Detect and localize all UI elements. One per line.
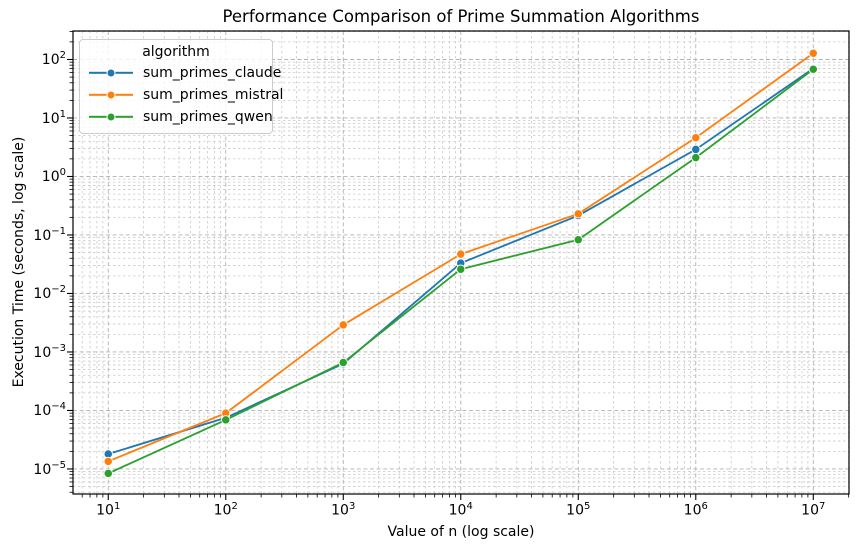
chart-title: Performance Comparison of Prime Summatio… [222, 7, 700, 26]
data-point-sum_primes_qwen [456, 264, 466, 274]
legend: algorithm sum_primes_claude sum_primes_mi… [79, 39, 283, 134]
y-tick-label: 10−2 [33, 284, 66, 303]
x-tick-label: 104 [448, 501, 473, 519]
legend-label: sum_primes_claude [143, 65, 282, 81]
data-point-sum_primes_qwen [103, 468, 113, 479]
x-tick-label: 107 [801, 501, 826, 519]
legend-item-sum_primes_qwen: sum_primes_qwen [80, 106, 273, 128]
data-point-sum_primes_qwen [573, 235, 583, 245]
plot-border [72, 30, 850, 495]
data-point-sum_primes_mistral [338, 320, 348, 330]
series-sum_primes_qwen [103, 64, 818, 479]
series-sum_primes_mistral [103, 48, 818, 466]
y-tick-label: 10−3 [33, 343, 66, 361]
data-point-sum_primes_mistral [573, 209, 583, 219]
y-tick-label: 10−5 [33, 460, 66, 478]
legend-item-sum_primes_claude: sum_primes_claude [80, 62, 281, 84]
y-axis-label: Execution Time (seconds, log scale) [11, 136, 27, 388]
legend-marker-icon [89, 68, 133, 78]
legend-title: algorithm [142, 44, 210, 60]
legend-marker-icon [89, 90, 133, 100]
data-point-sum_primes_mistral [808, 48, 818, 58]
data-point-sum_primes_qwen [221, 415, 231, 425]
x-tick-label: 105 [566, 501, 591, 519]
axes [67, 30, 850, 500]
x-axis-label: Value of n (log scale) [387, 524, 535, 540]
series-group [103, 48, 818, 479]
legend-label: sum_primes_qwen [143, 109, 273, 125]
legend-item-sum_primes_mistral: sum_primes_mistral [80, 84, 283, 106]
data-point-sum_primes_mistral [691, 133, 701, 143]
data-point-sum_primes_qwen [338, 357, 348, 368]
x-tick-label: 106 [683, 501, 708, 519]
x-tick-label: 103 [331, 501, 356, 519]
legend-items: sum_primes_claude sum_primes_mistral sum_p… [80, 62, 283, 128]
y-tick-label: 10−1 [33, 226, 66, 244]
y-tick-label: 102 [41, 50, 66, 69]
y-tick-label: 101 [41, 109, 66, 127]
x-tick-label: 102 [213, 501, 238, 519]
data-point-sum_primes_claude [691, 144, 701, 155]
y-tick-label: 100 [41, 167, 66, 186]
legend-marker-icon [89, 112, 133, 122]
data-point-sum_primes_mistral [456, 249, 466, 259]
data-point-sum_primes_mistral [103, 456, 113, 466]
data-point-sum_primes_qwen [691, 152, 701, 163]
legend-label: sum_primes_mistral [143, 87, 284, 103]
y-tick-label: 10−4 [33, 401, 66, 420]
x-tick-label: 101 [96, 501, 121, 519]
data-point-sum_primes_qwen [808, 64, 818, 74]
